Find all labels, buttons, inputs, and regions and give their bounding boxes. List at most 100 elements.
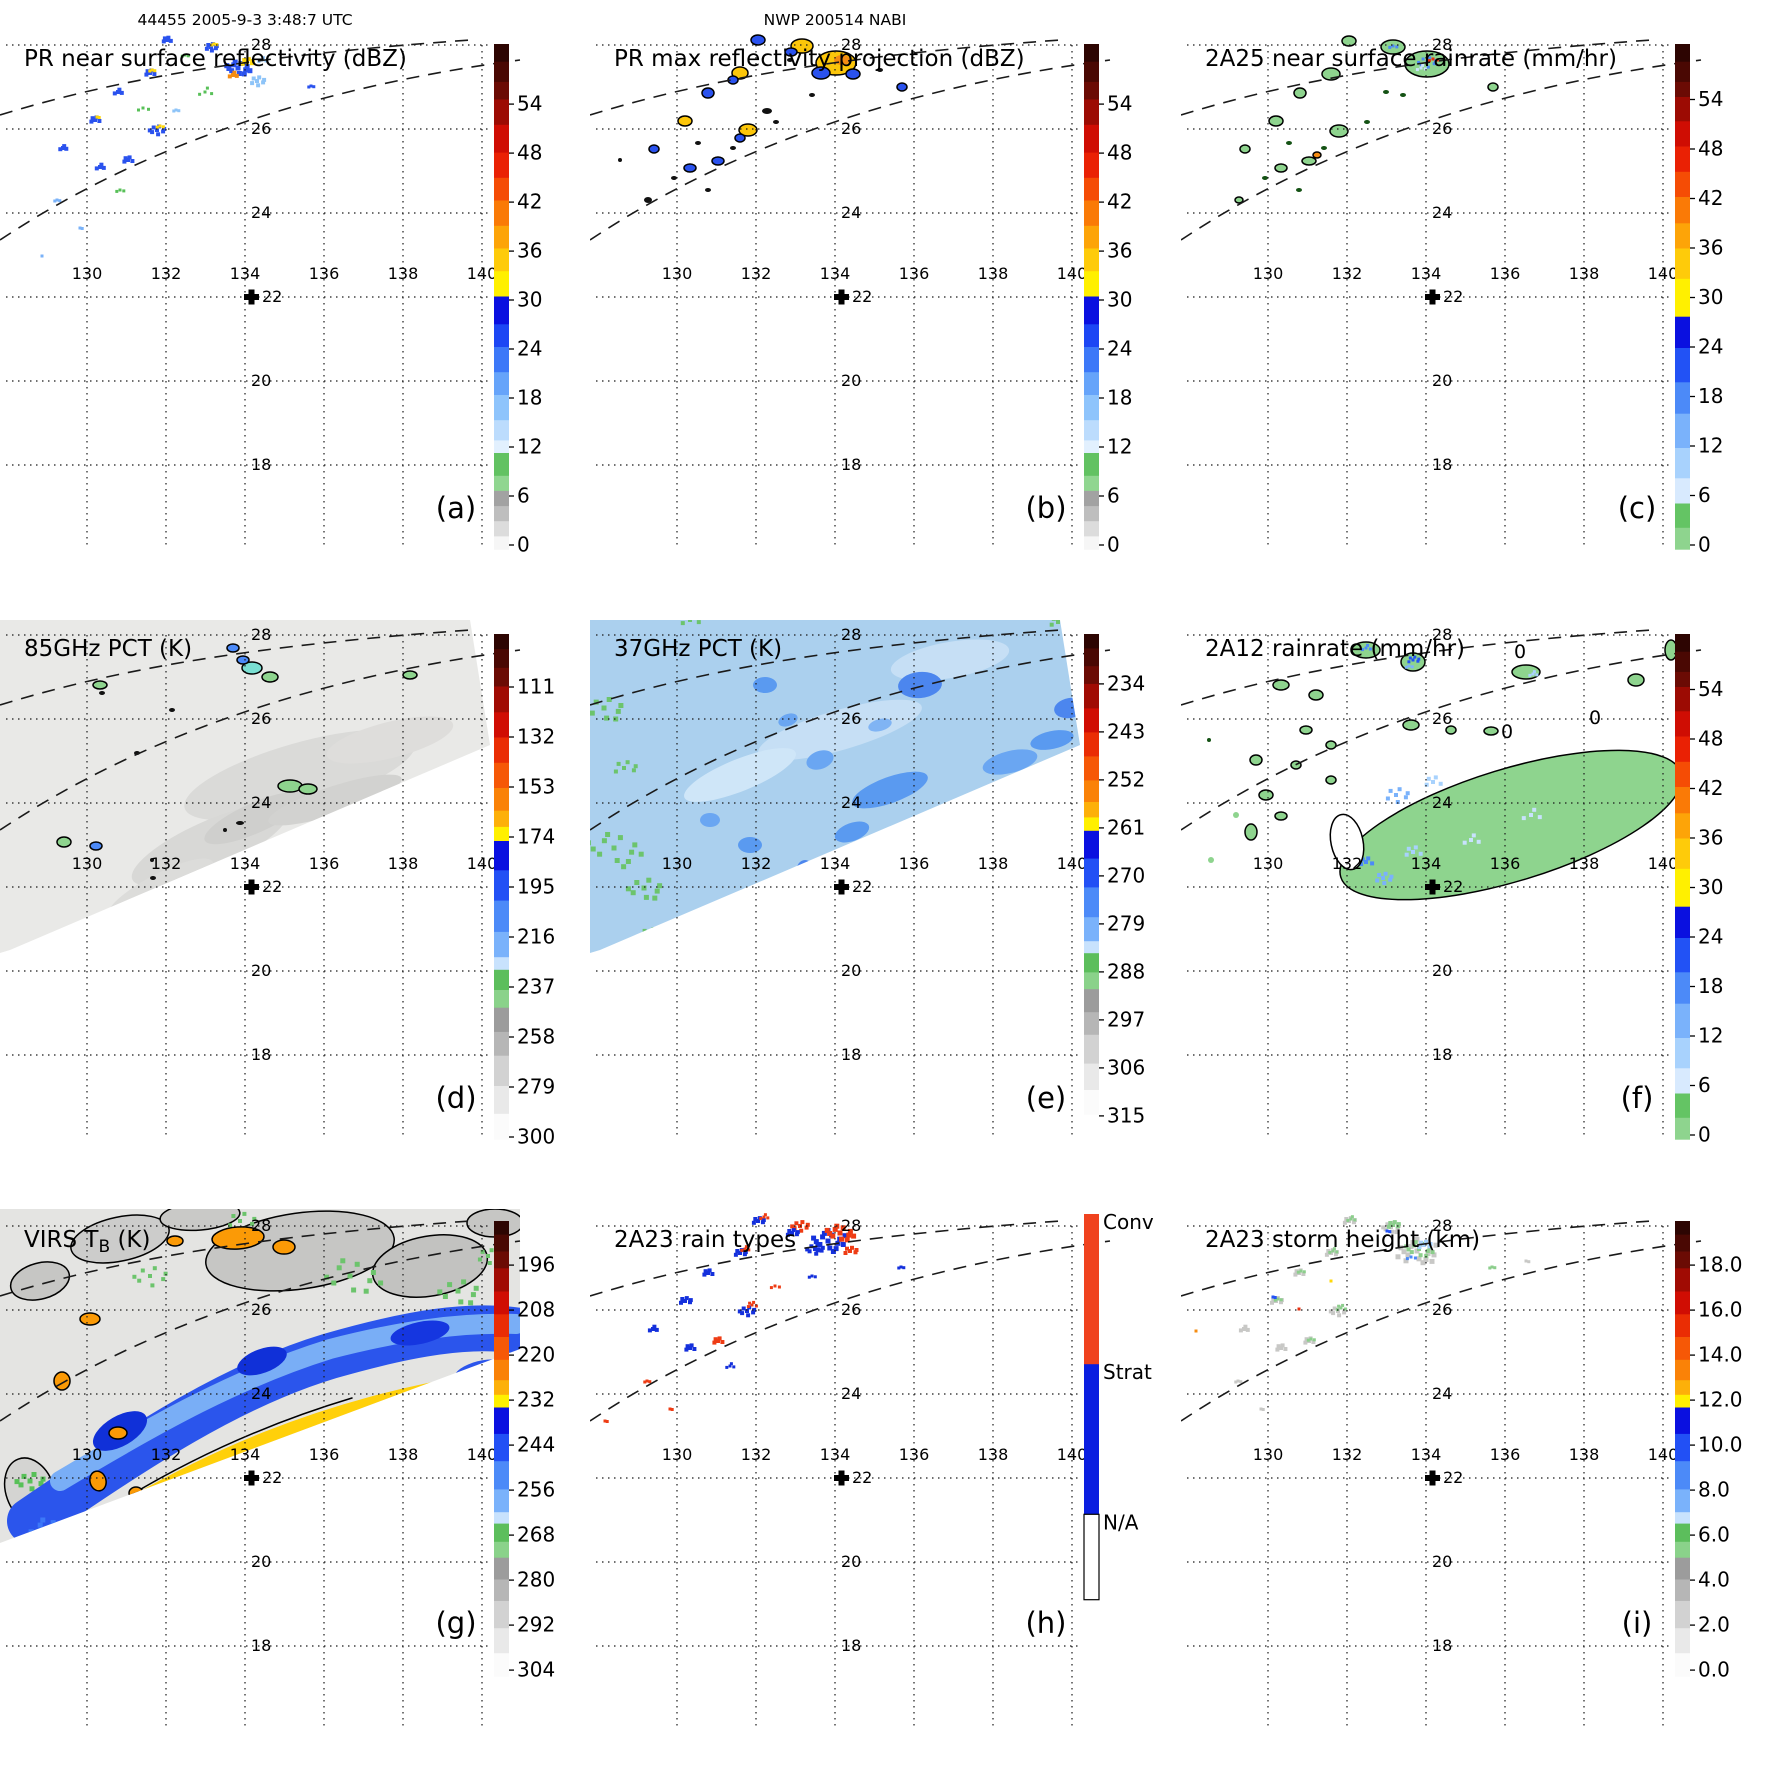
map-blob — [852, 771, 929, 809]
colorbar-tick-label: 48 — [1698, 727, 1723, 751]
colorbar-tick-label: 6 — [517, 484, 530, 508]
lat-label: 26 — [841, 119, 861, 138]
map-speckles — [148, 68, 157, 73]
map-blob — [1207, 857, 1214, 864]
map-speckles — [1406, 655, 1420, 664]
map-blob — [166, 1234, 184, 1247]
colorbar-segment — [494, 827, 509, 842]
colorbar-segment — [494, 1394, 509, 1408]
colorbar-tick-label: 36 — [1698, 236, 1723, 260]
map-speckles — [626, 877, 663, 901]
lon-label: 134 — [230, 264, 261, 283]
colorbar-tick-label: 54 — [517, 92, 542, 116]
lon-label: 132 — [151, 854, 182, 873]
map-speckles — [603, 1419, 609, 1423]
colorbar-segment — [1084, 634, 1100, 650]
map-speckles — [155, 124, 165, 129]
colorbar-segment — [1084, 44, 1100, 63]
colorbar-segment — [1674, 1511, 1690, 1524]
map-blob — [982, 749, 1038, 775]
map-blob — [402, 670, 418, 681]
lat-label: 24 — [1432, 793, 1452, 812]
colorbar-segment — [494, 1313, 509, 1338]
colorbar-segment — [494, 841, 509, 872]
colorbar-segment — [494, 1220, 509, 1235]
colorbar-segment — [494, 324, 509, 348]
colorbar-segment — [494, 900, 509, 933]
colorbar-tick-label: 12 — [1107, 435, 1132, 459]
colorbar-segment — [1674, 413, 1690, 449]
colorbar-segment — [1674, 1234, 1690, 1252]
map-blob — [773, 120, 780, 124]
map-speckles — [1329, 1279, 1333, 1283]
lon-label: 140 — [467, 854, 498, 873]
colorbar-segment — [1084, 372, 1100, 396]
colorbar-segment — [1674, 197, 1690, 224]
map-blob — [108, 1425, 128, 1440]
colorbar-segment — [1674, 1291, 1690, 1315]
colorbar-label: Strat — [1103, 1360, 1152, 1384]
lon-label: 130 — [72, 854, 103, 873]
lon-label: 134 — [1410, 264, 1441, 283]
colorbar-segment — [494, 1291, 509, 1315]
map-blob — [223, 828, 227, 833]
colorbar-segment — [1674, 787, 1690, 815]
colorbar-tick-label: 208 — [517, 1297, 555, 1321]
colorbar-segment — [1674, 382, 1690, 415]
colorbar-segment — [1084, 490, 1100, 507]
contour-label: 0 — [1514, 641, 1526, 663]
map-blob — [326, 716, 454, 764]
map-blob — [868, 718, 892, 732]
lat-label: 20 — [1432, 1552, 1452, 1571]
colorbar-segment — [494, 1488, 509, 1513]
map-blob — [1482, 726, 1499, 737]
colorbar-segment — [1084, 887, 1100, 919]
best-track-marker — [244, 879, 259, 895]
panel-letter: (b) — [1026, 491, 1067, 525]
colorbar-tick-label: 36 — [1107, 239, 1132, 263]
colorbar-rain: 54 48 42 36 30 24 18 12 6 0 — [1674, 44, 1723, 557]
map-blob — [1248, 754, 1263, 767]
colorbar-tick-label: 12.0 — [1698, 1387, 1743, 1411]
colorbar-segment — [1674, 81, 1690, 98]
panel-e-plot: 130 132 134 136 138 140 28 26 24 20 18 22 37GHz PCT … — [589, 620, 1145, 1140]
colorbar-segment — [1084, 395, 1100, 421]
lat-label: 18 — [1432, 1045, 1452, 1064]
map-speckles — [112, 87, 124, 96]
lat-label: 22 — [262, 877, 282, 896]
colorbar-segment — [494, 1433, 509, 1462]
map-speckles — [137, 106, 150, 112]
map-blob — [898, 672, 943, 699]
colorbar-tick-label: 14.0 — [1698, 1342, 1743, 1366]
colorbar-segment — [1674, 146, 1690, 173]
colorbar-segment — [1084, 124, 1100, 154]
lon-label: 132 — [741, 854, 772, 873]
map-blob — [261, 671, 279, 684]
colorbar-tick-label: 196 — [517, 1252, 555, 1276]
colorbar-segment — [1674, 651, 1690, 673]
panel-i-container: 130 132 134 136 138 140 28 26 24 20 18 22 2A23 storm… — [1180, 1181, 1771, 1771]
lat-label: 24 — [1432, 203, 1452, 222]
panel-letter: (f) — [1620, 1081, 1653, 1115]
panel-letter: (g) — [435, 1606, 476, 1640]
map-blob — [1300, 156, 1317, 166]
swath-edge-lines — [589, 629, 1111, 831]
map-blob — [1350, 641, 1381, 660]
map-blob — [1267, 115, 1284, 127]
data-layer — [603, 1212, 906, 1423]
map-speckles — [227, 70, 239, 79]
map-blob — [1273, 163, 1288, 173]
lon-label: 134 — [230, 1445, 261, 1464]
map-blob — [204, 792, 306, 845]
map-speckles — [1417, 1239, 1433, 1249]
lat-label: 18 — [841, 1636, 861, 1655]
map-speckles — [786, 1227, 801, 1237]
map-speckles — [1345, 1214, 1356, 1222]
panel-b-plot: 130 132 134 136 138 140 28 26 24 20 18 22 NWP 200514… — [589, 11, 1133, 557]
map-speckles — [1387, 44, 1398, 49]
panel-letter: (h) — [1026, 1606, 1067, 1640]
colorbar-segment — [1084, 152, 1100, 179]
colorbar-segment — [1084, 1063, 1100, 1091]
colorbar-segment — [1674, 61, 1690, 83]
lat-label: 28 — [841, 625, 861, 644]
